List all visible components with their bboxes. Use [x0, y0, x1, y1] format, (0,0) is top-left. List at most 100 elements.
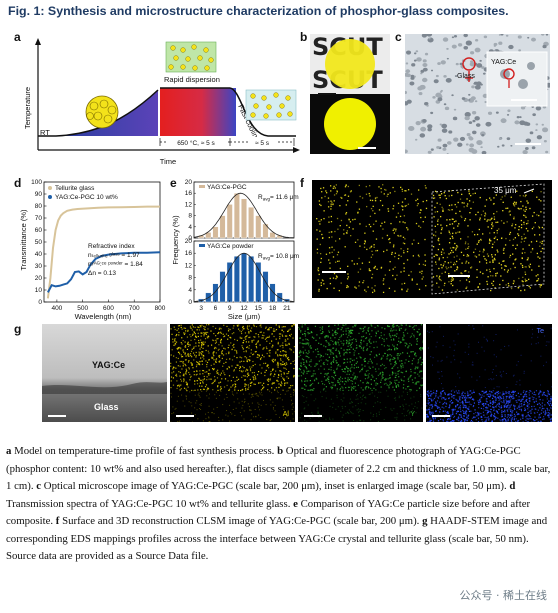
g-te-signal: [488, 419, 490, 421]
g-al-signal: [282, 326, 285, 328]
g-te-signal: [507, 420, 510, 422]
g-y-signal: [365, 397, 367, 399]
g-y-signal: [311, 389, 313, 391]
g-y-signal: [306, 338, 308, 341]
g-te-signal: [429, 418, 431, 420]
g-te-signal: [538, 392, 540, 394]
f-speckle: [460, 215, 462, 217]
g-y-signal: [359, 380, 362, 382]
g-al-signal: [271, 346, 273, 348]
f-speckle: [443, 263, 445, 265]
g-al-signal: [172, 368, 174, 370]
g-al-signal: [216, 370, 218, 373]
g-y-signal: [368, 373, 370, 375]
g-al-signal: [265, 327, 267, 329]
f-speckle: [513, 216, 515, 218]
g-y-signal: [332, 382, 334, 384]
f-speckle: [406, 290, 409, 292]
c-particle: [421, 77, 428, 83]
g-y-signal: [349, 344, 351, 347]
g-al-signal: [184, 341, 186, 343]
f-speckle: [465, 287, 467, 289]
g-al-signal: [224, 374, 226, 376]
g-al-signal: [231, 391, 233, 393]
g-al-signal: [284, 354, 286, 356]
f-speckle: [539, 257, 541, 259]
g-y-signal: [400, 371, 402, 373]
g-y-signal: [399, 364, 402, 366]
g-y-signal: [305, 367, 307, 369]
f-speckle: [456, 244, 458, 247]
g-al-signal: [197, 389, 199, 391]
g-y-signal: [405, 403, 407, 405]
g-y-signal: [350, 370, 352, 372]
f-speckle: [483, 255, 485, 258]
g-al-signal: [200, 332, 202, 334]
c-particle: [430, 111, 434, 115]
g-y-signal: [316, 378, 318, 380]
a-rt-label: RT: [40, 128, 50, 137]
g-y-signal: [329, 344, 331, 346]
g-y-signal: [325, 340, 327, 342]
g-te-signal: [467, 408, 470, 411]
f-speckle: [503, 269, 506, 271]
f-speckle: [363, 246, 366, 248]
g-te-signal: [480, 412, 482, 415]
g-al-signal: [180, 342, 182, 344]
g-al-signal: [272, 358, 274, 360]
g-y-signal: [368, 339, 370, 341]
g-al-signal: [283, 373, 285, 375]
f-speckle: [486, 220, 488, 222]
f-speckle: [319, 220, 321, 223]
g-al-signal: [218, 361, 220, 363]
f-speckle: [320, 204, 322, 207]
g-y-signal: [336, 367, 338, 369]
f-speckle: [336, 254, 339, 256]
g-al-signal: [186, 348, 189, 351]
f-speckle: [432, 284, 434, 286]
g-te-signal: [509, 404, 511, 406]
f-speckle: [494, 236, 497, 238]
f-speckle: [509, 214, 511, 216]
f-speckle: [523, 237, 526, 240]
f-speckle: [320, 284, 322, 287]
f-speckle: [343, 233, 345, 235]
g-al-signal: [269, 342, 271, 345]
f-speckle: [538, 198, 540, 201]
g-y-signal: [393, 326, 395, 328]
g-te-signal: [537, 409, 540, 411]
g-te-signal: [494, 401, 496, 403]
g-y-signal: [344, 377, 346, 379]
g-y-signal: [362, 350, 365, 352]
g-al-signal: [199, 408, 201, 410]
g-al-signal: [220, 339, 222, 342]
g-y-signal: [379, 372, 382, 374]
g-y-signal: [347, 371, 349, 373]
f-speckle: [512, 282, 515, 285]
g-y-signal: [418, 381, 420, 383]
f-speckle: [540, 211, 542, 213]
g-y-signal: [410, 397, 412, 399]
g-y-signal: [374, 326, 376, 329]
g-te-signal: [549, 400, 552, 402]
g-al-signal: [184, 352, 186, 354]
c-particle: [451, 36, 455, 39]
g-te-signal: [533, 405, 535, 407]
g-te-signal: [472, 405, 475, 407]
g-te-signal: [471, 392, 473, 394]
g-y-signal: [318, 416, 320, 418]
g-al-signal: [241, 346, 244, 349]
g-al-signal: [180, 348, 182, 350]
g-al-signal: [222, 419, 224, 421]
g-y-signal: [400, 324, 402, 326]
g-te-signal: [476, 411, 479, 414]
g-te-signal: [477, 413, 479, 415]
g-te-signal: [526, 405, 528, 407]
g-al-signal: [203, 388, 205, 391]
d-legend-pgc: YAG:Ce-PGC 10 wt%: [55, 194, 118, 201]
f-speckle: [435, 263, 437, 265]
g-y-signal: [327, 378, 329, 380]
f-speckle: [319, 243, 322, 246]
g-al-signal: [223, 336, 225, 338]
g-y-signal: [343, 340, 345, 342]
